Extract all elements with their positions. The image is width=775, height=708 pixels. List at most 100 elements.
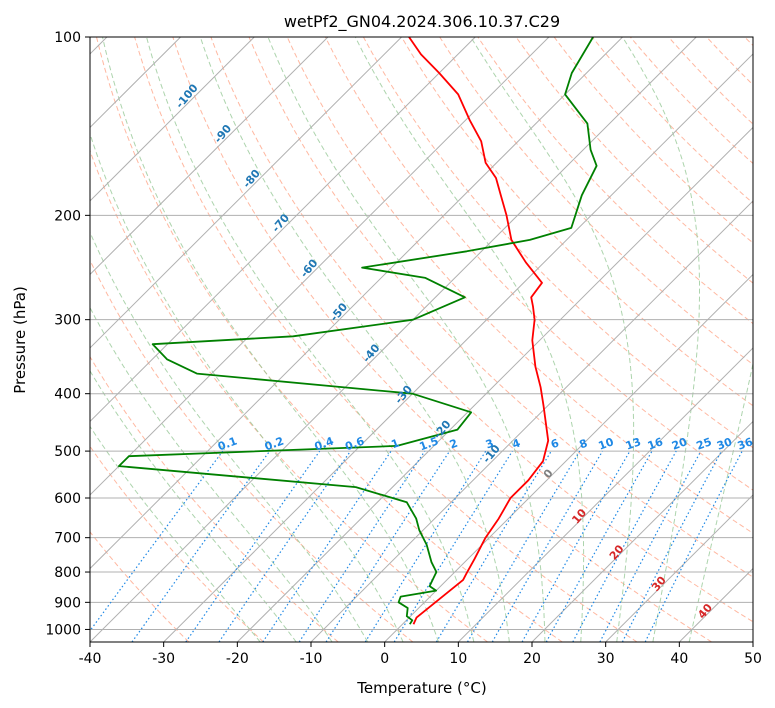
plot-frame <box>89 36 754 643</box>
x-tick-label: 20 <box>523 651 541 667</box>
moist-adiabat-line <box>90 425 261 642</box>
isotherm-line <box>310 200 753 642</box>
dry-adiabat-line <box>591 37 753 204</box>
moist-adiabat-line <box>90 306 333 642</box>
y-tick-label: 700 <box>54 531 81 547</box>
mixing-ratio-line <box>364 450 487 642</box>
mixing-ratio-label: 6 <box>549 436 561 451</box>
dry-adiabat-line <box>553 37 753 244</box>
dry-adiabat-line <box>90 259 414 642</box>
mixing-ratio-line <box>393 450 513 642</box>
isotherm-line <box>90 37 329 276</box>
y-tick-label: 800 <box>54 565 81 581</box>
chart-title: wetPf2_GN04.2024.306.10.37.C29 <box>284 12 560 32</box>
x-tick-label: -10 <box>300 651 323 667</box>
x-tick-label: -30 <box>152 651 175 667</box>
mixing-ratio-label: 25 <box>695 435 714 452</box>
isotherm-line <box>457 347 753 642</box>
dewpoint-profile-line <box>118 37 598 625</box>
dry-adiabat-line <box>477 37 753 325</box>
mixing-ratio-label: 8 <box>578 437 590 452</box>
mixing-ratio-label: 13 <box>624 435 643 452</box>
mixing-ratio-label: 16 <box>646 435 665 453</box>
x-tick-label: 40 <box>670 651 688 667</box>
moist-adiabat-line <box>688 361 753 642</box>
background-lines <box>90 37 753 642</box>
mixing-ratio-line <box>218 450 351 642</box>
x-tick-label: 30 <box>597 651 615 667</box>
x-axis: -40 -30 -20 -10 0 10 20 30 40 50 <box>79 642 762 667</box>
dry-adiabat-line <box>172 37 712 642</box>
dry-adiabat-line <box>439 37 753 366</box>
isotherm-line <box>90 37 623 570</box>
x-axis-label: Temperature (°C) <box>356 679 486 697</box>
dry-adiabat-line <box>210 37 753 623</box>
isotherm-line <box>90 37 402 349</box>
mixing-ratio-line <box>185 450 321 642</box>
isotherm-line <box>90 37 255 202</box>
moist-adiabat-line <box>146 37 475 642</box>
mixing-ratio-label: 4 <box>510 436 522 451</box>
mixing-ratio-line <box>545 450 653 642</box>
x-tick-label: 0 <box>380 651 389 667</box>
y-tick-label: 300 <box>54 313 81 329</box>
moist-adiabat-line <box>354 37 585 642</box>
mixing-ratio-line <box>325 450 451 642</box>
dry-adiabat-line <box>90 149 488 642</box>
moist-adiabat-line <box>199 37 510 642</box>
mixing-ratio-line <box>521 450 631 642</box>
moist-adiabat-line <box>267 37 546 642</box>
mixing-ratio-label: 0.2 <box>263 435 286 454</box>
moist-adiabat-line <box>90 231 369 642</box>
mixing-ratio-line <box>572 450 677 642</box>
isotherm-line <box>163 53 753 642</box>
x-tick-label: 50 <box>744 651 762 667</box>
mixing-ratio-line <box>466 450 581 642</box>
mixing-ratio-label: 1.5 <box>418 435 441 454</box>
x-tick-label: -20 <box>226 651 249 667</box>
dry-adiabat-line <box>324 37 753 491</box>
mixing-ratio-label: 36 <box>736 435 755 453</box>
profile-lines <box>118 37 598 625</box>
isotherm-line <box>236 126 753 642</box>
dry-adiabat-line <box>286 37 753 534</box>
mixing-ratio-label: 2 <box>448 437 460 452</box>
y-tick-label: 900 <box>54 595 81 611</box>
dry-adiabat-line <box>401 37 753 407</box>
y-tick-label: 1000 <box>45 622 81 638</box>
isotherm-line <box>605 494 753 642</box>
mixing-ratio-line <box>131 450 271 642</box>
y-tick-label: 600 <box>54 491 81 507</box>
isotherm-line <box>531 420 753 642</box>
y-tick-label: 400 <box>54 387 81 403</box>
y-tick-label: 500 <box>54 444 81 460</box>
mixing-ratio-line <box>435 450 552 642</box>
moist-adiabat-line <box>90 132 404 642</box>
mixing-ratio-label: 0.4 <box>313 434 336 453</box>
mixing-ratio-line <box>491 450 604 642</box>
x-tick-label: -40 <box>79 651 102 667</box>
moist-adiabat-line <box>622 37 700 642</box>
mixing-ratio-label: 20 <box>670 435 689 453</box>
x-tick-label: 10 <box>449 651 467 667</box>
y-axis: 1000 900 800 700 600 500 400 300 200 100 <box>45 30 90 638</box>
mixing-ratio-label: 10 <box>597 435 616 453</box>
isotherm-line <box>90 37 697 642</box>
mixing-ratio-label: 0.1 <box>216 435 239 454</box>
mixing-ratio-label: 0.6 <box>343 434 366 453</box>
dry-adiabat-line <box>90 355 339 642</box>
dry-adiabat-line <box>134 37 638 642</box>
temperature-profile-line <box>408 37 550 625</box>
isotherm-line <box>90 37 476 423</box>
y-axis-label: Pressure (hPa) <box>11 286 29 394</box>
isotherm-line <box>384 273 753 642</box>
mixing-ratio-label: 30 <box>715 435 734 453</box>
dry-adiabat-line <box>90 531 190 642</box>
y-tick-label: 200 <box>54 208 81 224</box>
mixing-ratio-label: 3 <box>484 437 496 452</box>
dry-adiabat-line <box>248 37 753 578</box>
y-tick-label: 100 <box>54 30 81 46</box>
mixing-ratio-label: 1 <box>389 437 401 452</box>
